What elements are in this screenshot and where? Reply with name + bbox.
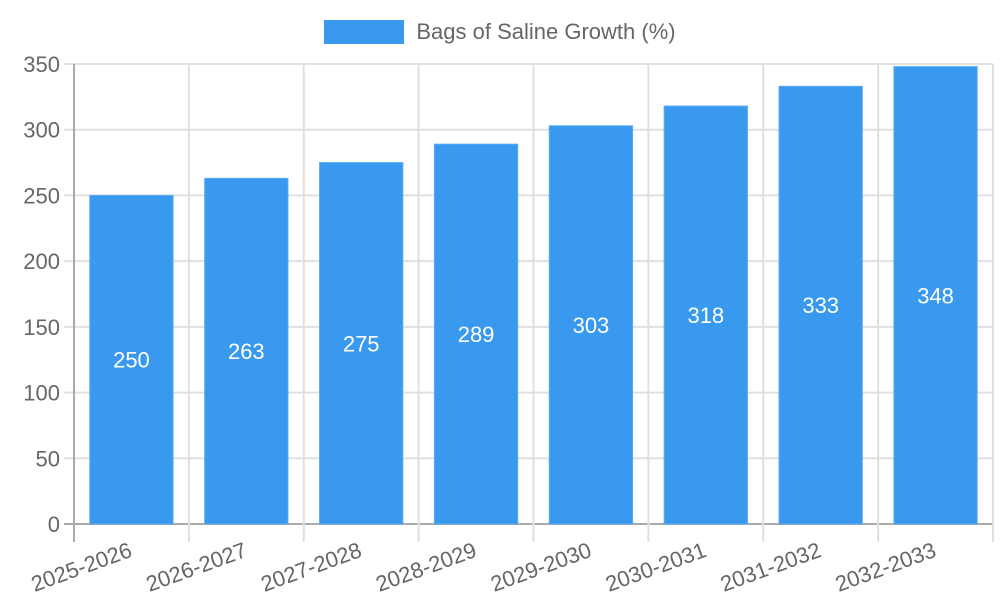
x-tick-label: 2029-2030 (487, 537, 594, 596)
bar[interactable] (893, 66, 978, 525)
legend-label: Bags of Saline Growth (%) (416, 19, 676, 44)
bar[interactable] (778, 85, 863, 525)
x-tick-label: 2025-2026 (28, 537, 135, 596)
y-tick-label: 100 (23, 381, 60, 406)
bar[interactable] (89, 194, 174, 525)
bar[interactable] (204, 177, 289, 525)
y-tick-label: 300 (23, 118, 60, 143)
y-tick-label: 200 (23, 249, 60, 274)
bar-value-label: 348 (917, 283, 954, 308)
bar[interactable] (548, 125, 634, 525)
bar-value-label: 263 (228, 339, 265, 364)
bar-value-label: 333 (802, 293, 839, 318)
y-tick-label: 0 (48, 512, 60, 537)
chart-legend: Bags of Saline Growth (%) (0, 19, 1000, 45)
y-tick-label: 50 (36, 446, 60, 471)
x-tick-label: 2028-2029 (372, 537, 479, 596)
bar-value-label: 289 (458, 322, 495, 347)
x-tick-label: 2027-2028 (257, 537, 364, 596)
legend-swatch[interactable] (324, 20, 405, 44)
bar-value-label: 250 (113, 348, 150, 373)
x-tick-label: 2026-2027 (143, 537, 250, 596)
x-tick-label: 2032-2033 (832, 537, 939, 596)
bar-value-label: 303 (573, 313, 610, 338)
x-tick-label: 2031-2032 (717, 537, 824, 596)
bar[interactable] (319, 162, 404, 525)
y-tick-label: 250 (23, 183, 60, 208)
y-tick-label: 150 (23, 315, 60, 340)
bar[interactable] (663, 105, 748, 525)
bar-value-label: 318 (687, 303, 724, 328)
x-tick-label: 2030-2031 (602, 537, 709, 596)
bar-value-label: 275 (343, 331, 380, 356)
bar[interactable] (433, 143, 519, 525)
y-tick-label: 350 (23, 52, 60, 77)
